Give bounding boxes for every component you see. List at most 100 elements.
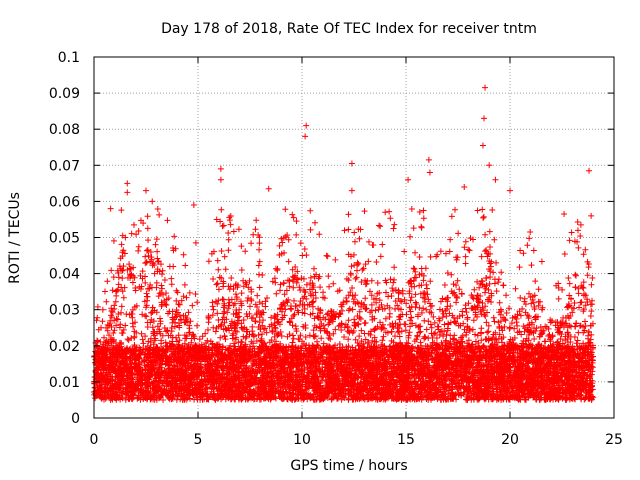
data-point xyxy=(161,297,168,304)
data-point xyxy=(289,211,296,218)
data-point xyxy=(379,241,386,248)
data-point xyxy=(351,238,358,245)
data-point xyxy=(204,326,211,333)
data-point xyxy=(194,299,201,306)
data-point xyxy=(462,253,469,260)
data-point xyxy=(411,266,418,273)
data-point xyxy=(118,309,125,316)
data-point xyxy=(248,240,255,247)
data-point xyxy=(345,292,352,299)
data-point xyxy=(285,236,292,243)
data-point xyxy=(118,241,125,248)
data-point xyxy=(139,268,146,275)
data-point xyxy=(262,303,269,310)
data-point xyxy=(294,268,301,275)
data-point xyxy=(316,231,323,238)
data-point xyxy=(118,207,125,214)
data-point xyxy=(114,316,121,323)
data-point xyxy=(209,312,216,319)
data-point xyxy=(115,270,122,277)
data-point xyxy=(511,325,518,332)
data-point xyxy=(227,221,234,228)
data-point xyxy=(587,301,594,308)
data-point xyxy=(154,323,161,330)
data-point xyxy=(120,326,127,333)
data-point xyxy=(387,276,394,283)
data-point xyxy=(289,322,296,329)
data-point xyxy=(187,395,194,402)
data-point xyxy=(132,287,139,294)
data-point xyxy=(297,240,304,247)
data-point xyxy=(253,337,260,344)
data-point xyxy=(324,253,331,260)
data-point xyxy=(374,280,381,287)
data-point xyxy=(217,218,224,225)
data-point xyxy=(173,306,180,313)
data-point xyxy=(456,286,463,293)
data-point xyxy=(310,298,317,305)
data-point xyxy=(320,289,327,296)
data-point xyxy=(512,285,519,292)
data-point xyxy=(210,248,217,255)
data-point xyxy=(330,330,337,337)
data-point xyxy=(213,281,220,288)
data-point xyxy=(218,248,225,255)
data-point xyxy=(531,306,538,313)
data-point xyxy=(312,219,319,226)
data-point xyxy=(575,244,582,251)
data-point xyxy=(158,282,165,289)
data-point xyxy=(443,331,450,338)
data-point xyxy=(147,248,154,255)
data-point xyxy=(278,332,285,339)
data-point xyxy=(112,298,119,305)
data-point xyxy=(282,206,289,213)
data-point xyxy=(410,265,417,272)
data-point xyxy=(368,301,375,308)
data-point xyxy=(153,236,160,243)
data-point xyxy=(268,314,275,321)
data-point xyxy=(323,252,330,259)
data-point xyxy=(463,309,470,316)
data-point xyxy=(373,259,380,266)
data-point xyxy=(110,237,117,244)
data-point xyxy=(461,244,468,251)
data-point xyxy=(259,322,266,329)
data-point xyxy=(289,332,296,339)
data-point xyxy=(454,277,461,284)
data-point xyxy=(238,290,245,297)
data-point xyxy=(108,267,115,274)
data-point xyxy=(425,318,432,325)
data-point xyxy=(572,271,579,278)
data-point xyxy=(528,300,535,307)
data-point xyxy=(156,211,163,218)
data-point xyxy=(349,292,356,299)
data-point xyxy=(453,282,460,289)
data-point xyxy=(318,335,325,342)
data-point xyxy=(242,248,249,255)
data-point xyxy=(326,283,333,290)
data-point xyxy=(143,313,150,320)
data-point xyxy=(574,218,581,225)
data-point xyxy=(577,233,584,240)
data-point xyxy=(111,327,118,334)
data-point xyxy=(140,340,147,347)
data-point xyxy=(145,252,152,259)
data-point xyxy=(408,314,415,321)
data-point xyxy=(182,262,189,269)
data-point xyxy=(129,279,136,286)
data-point xyxy=(94,314,101,321)
data-point xyxy=(474,278,481,285)
data-point xyxy=(528,329,535,336)
data-point xyxy=(407,317,414,324)
data-point xyxy=(493,288,500,295)
data-point xyxy=(580,279,587,286)
data-point xyxy=(484,329,491,336)
data-point xyxy=(303,281,310,288)
data-point xyxy=(585,264,592,271)
data-point xyxy=(358,327,365,334)
data-points xyxy=(91,84,597,403)
data-point xyxy=(422,334,429,341)
data-point xyxy=(238,243,245,250)
